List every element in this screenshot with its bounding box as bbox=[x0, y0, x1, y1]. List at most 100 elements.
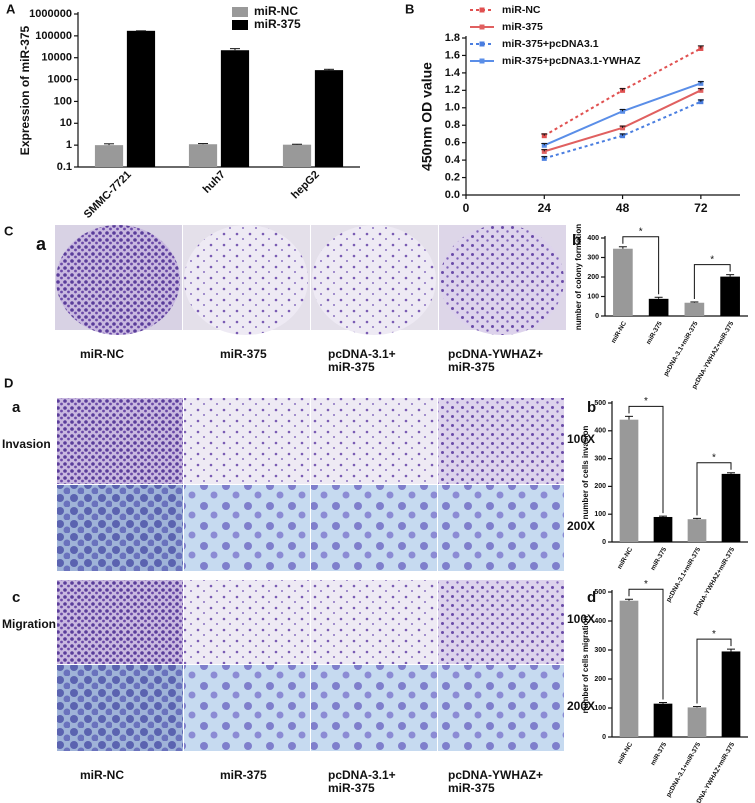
x-tick-label: 72 bbox=[694, 201, 708, 215]
x-tick-label: pcDNA-3.1+miR-375 bbox=[665, 741, 702, 798]
bar bbox=[188, 144, 218, 167]
y-tick-label: 400 bbox=[594, 618, 606, 625]
bar bbox=[653, 703, 673, 737]
y-tick-label: 1.0 bbox=[445, 102, 460, 114]
x-tick-label: 48 bbox=[616, 201, 630, 215]
legend-label: miR-375+pcDNA3.1-YWHAZ bbox=[502, 55, 641, 67]
y-axis-label: 450nm OD value bbox=[419, 62, 435, 171]
y-tick-label: 1 bbox=[66, 139, 72, 151]
magnification: 200X bbox=[567, 699, 595, 713]
micrograph bbox=[311, 580, 437, 664]
micrograph bbox=[438, 485, 564, 571]
bar bbox=[619, 419, 639, 542]
magnification: 200X bbox=[567, 519, 595, 533]
x-tick-label: SMMC-7721 bbox=[82, 169, 134, 221]
caption: miR-375 bbox=[448, 781, 495, 795]
bar bbox=[684, 302, 705, 316]
panel-label: a bbox=[36, 234, 47, 254]
bar bbox=[648, 298, 669, 316]
bar bbox=[220, 50, 250, 167]
x-tick-label: miR-375 bbox=[650, 741, 669, 767]
x-tick-label: huh7 bbox=[201, 169, 228, 196]
y-tick-label: 100 bbox=[54, 95, 72, 107]
x-tick-label: pcDNA-3.1+miR-375 bbox=[665, 546, 702, 603]
bar bbox=[687, 519, 707, 542]
x-tick-label: miR-NC bbox=[610, 320, 628, 344]
micrograph bbox=[438, 665, 564, 751]
dish bbox=[56, 225, 180, 335]
caption: miR-375 bbox=[448, 360, 495, 374]
y-tick-label: 1.4 bbox=[445, 67, 461, 79]
dish bbox=[184, 225, 308, 335]
panel-label: a bbox=[12, 399, 21, 416]
y-tick-label: 500 bbox=[594, 589, 606, 596]
y-tick-label: 200 bbox=[594, 676, 606, 683]
y-tick-label: 300 bbox=[587, 254, 599, 261]
bar bbox=[687, 707, 707, 737]
panel-label: c bbox=[12, 589, 20, 606]
legend-label: miR-NC bbox=[502, 4, 541, 16]
legend-swatch bbox=[232, 20, 248, 30]
y-tick-label: 1.2 bbox=[445, 84, 460, 96]
y-tick-label: 500 bbox=[594, 400, 606, 407]
significance-bracket bbox=[696, 638, 732, 704]
significance-label: * bbox=[644, 396, 648, 407]
micrograph bbox=[57, 580, 183, 664]
panel-label: d bbox=[587, 589, 596, 606]
bar bbox=[282, 144, 312, 167]
micrograph bbox=[57, 485, 183, 571]
y-tick-label: 200 bbox=[594, 483, 606, 490]
caption: pcDNA-YWHAZ+ bbox=[448, 347, 543, 361]
panel-label: D bbox=[4, 375, 13, 390]
caption: miR-375 bbox=[220, 347, 267, 361]
panel-label: A bbox=[6, 1, 16, 16]
significance-bracket bbox=[693, 264, 731, 299]
legend-swatch bbox=[232, 7, 248, 17]
x-tick-label: 24 bbox=[538, 201, 552, 215]
y-tick-label: 0.4 bbox=[445, 154, 461, 166]
caption: miR-375 bbox=[220, 768, 267, 782]
magnification: 100X bbox=[567, 612, 595, 626]
micrograph bbox=[57, 665, 183, 751]
y-tick-label: 300 bbox=[594, 455, 606, 462]
x-tick-label: pcDNA-3.1+miR-375 bbox=[663, 320, 700, 377]
y-tick-label: 0 bbox=[602, 734, 606, 741]
legend-label: miR-375 bbox=[502, 21, 543, 33]
legend-marker bbox=[479, 58, 485, 64]
micrograph bbox=[184, 398, 310, 484]
point bbox=[620, 125, 626, 131]
y-axis-label: number of colony formation bbox=[574, 224, 583, 330]
x-tick-label: miR-NC bbox=[616, 741, 634, 765]
y-tick-label: 100 bbox=[594, 705, 606, 712]
y-tick-label: 0.1 bbox=[57, 161, 72, 173]
x-tick-label: miR-375 bbox=[650, 546, 669, 572]
bar bbox=[721, 473, 741, 542]
x-tick-label: pcDNA-YWHAZ+miR-375 bbox=[691, 320, 736, 390]
dish bbox=[312, 225, 436, 335]
significance-label: * bbox=[712, 629, 716, 640]
legend-marker bbox=[479, 41, 485, 47]
bar bbox=[721, 651, 741, 737]
legend-label: miR-375 bbox=[254, 17, 301, 31]
caption: miR-NC bbox=[80, 768, 124, 782]
series-line bbox=[543, 89, 702, 153]
micrograph bbox=[57, 398, 183, 484]
y-axis-label: number of cells invasion bbox=[581, 425, 590, 519]
y-axis-label: Expression of miR-375 bbox=[18, 25, 32, 155]
x-tick-label: miR-NC bbox=[616, 546, 634, 570]
bar bbox=[613, 248, 633, 316]
micrographs bbox=[55, 225, 566, 751]
y-tick-label: 10000 bbox=[41, 52, 72, 64]
bar bbox=[94, 145, 124, 167]
y-tick-label: 0.0 bbox=[445, 189, 460, 201]
magnification: 100X bbox=[567, 432, 595, 446]
micrograph bbox=[184, 665, 310, 751]
significance-label: * bbox=[644, 579, 648, 590]
caption: pcDNA-3.1+ bbox=[328, 768, 396, 782]
y-tick-label: 1000 bbox=[48, 73, 72, 85]
y-tick-label: 1000000 bbox=[29, 8, 72, 20]
micrograph bbox=[184, 485, 310, 571]
y-tick-label: 0 bbox=[602, 539, 606, 546]
significance-label: * bbox=[710, 254, 714, 265]
